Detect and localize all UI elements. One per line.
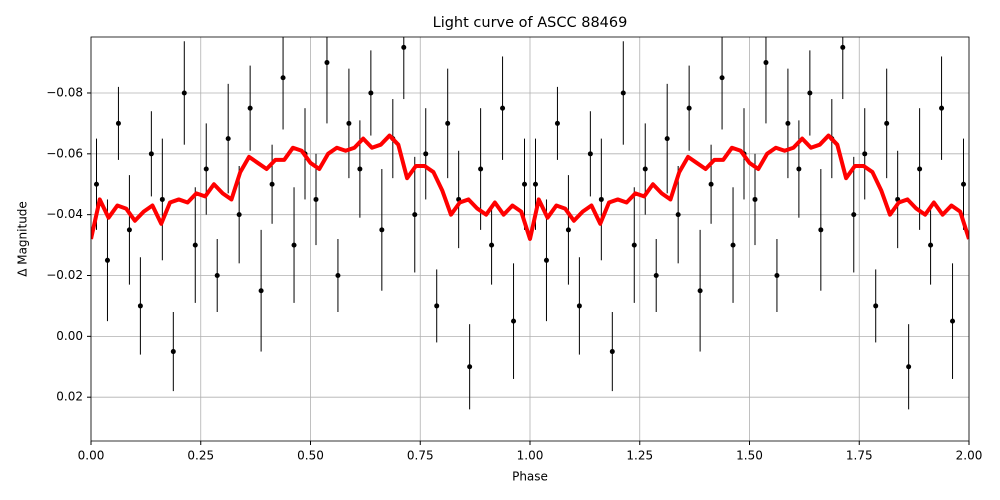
data-point xyxy=(269,181,275,187)
data-point xyxy=(280,75,286,81)
trend-line xyxy=(91,133,969,241)
data-point xyxy=(401,44,407,50)
data-point xyxy=(763,60,769,66)
data-point xyxy=(368,90,374,96)
data-point xyxy=(873,303,879,309)
data-point xyxy=(697,288,703,294)
y-tick-label: −0.02 xyxy=(46,268,83,282)
data-point xyxy=(379,227,385,233)
data-point xyxy=(609,349,615,355)
data-point xyxy=(950,318,956,324)
data-point xyxy=(642,166,648,172)
data-point xyxy=(587,151,593,157)
x-tick-label: 2.00 xyxy=(956,449,983,463)
data-point xyxy=(543,257,549,263)
data-point xyxy=(939,105,945,111)
y-tick-label: −0.08 xyxy=(46,85,83,99)
ticks: 0.00 0.25 0.50 0.75 1.00 1.25 1.50 1.75 2.00 −0.0… xyxy=(46,85,982,462)
x-tick-label: 1.50 xyxy=(736,449,763,463)
data-point xyxy=(818,227,824,233)
data-point xyxy=(653,273,659,279)
data-point xyxy=(906,364,912,370)
data-point xyxy=(686,105,692,111)
data-point xyxy=(884,120,890,126)
data-point xyxy=(137,303,143,309)
data-point xyxy=(357,166,363,172)
data-point xyxy=(478,166,484,172)
y-tick-label: −0.04 xyxy=(46,207,83,221)
data-point xyxy=(511,318,517,324)
data-point xyxy=(565,227,571,233)
x-tick-label: 0.25 xyxy=(187,449,214,463)
data-point xyxy=(928,242,934,248)
data-point xyxy=(851,212,857,218)
data-point xyxy=(917,166,923,172)
data-point xyxy=(796,166,802,172)
data-point xyxy=(412,212,418,218)
data-point xyxy=(203,166,209,172)
x-tick-label: 1.75 xyxy=(846,449,873,463)
data-point xyxy=(214,273,220,279)
data-point xyxy=(93,181,99,187)
data-point xyxy=(576,303,582,309)
data-point xyxy=(258,288,264,294)
data-point xyxy=(730,242,736,248)
data-point xyxy=(170,349,176,355)
y-tick-label: −0.06 xyxy=(46,146,83,160)
data-point xyxy=(324,60,330,66)
data-point xyxy=(532,181,538,187)
data-point xyxy=(862,151,868,157)
data-point xyxy=(148,151,154,157)
y-axis-label: Δ Magnitude xyxy=(16,201,30,277)
data-point xyxy=(434,303,440,309)
plot-area xyxy=(91,37,969,410)
data-point xyxy=(346,120,352,126)
x-tick-label: 0.75 xyxy=(407,449,434,463)
data-point xyxy=(752,196,758,202)
chart-title: Light curve of ASCC 88469 xyxy=(433,15,628,31)
data-point xyxy=(104,257,110,263)
data-point xyxy=(445,120,451,126)
data-point xyxy=(774,273,780,279)
data-point xyxy=(598,196,604,202)
data-point xyxy=(719,75,725,81)
data-point xyxy=(500,105,506,111)
data-point xyxy=(807,90,813,96)
data-point xyxy=(522,181,528,187)
x-tick-label: 0.50 xyxy=(297,449,324,463)
data-point xyxy=(225,136,231,142)
data-point xyxy=(236,212,242,218)
data-point xyxy=(675,212,681,218)
data-point xyxy=(115,120,121,126)
y-tick-label: 0.02 xyxy=(56,390,83,404)
data-point xyxy=(840,44,846,50)
data-point xyxy=(554,120,560,126)
x-axis-label: Phase xyxy=(512,470,548,484)
data-point xyxy=(335,273,341,279)
data-point xyxy=(489,242,495,248)
data-point xyxy=(708,181,714,187)
data-point xyxy=(961,181,967,187)
data-point xyxy=(291,242,297,248)
x-tick-label: 1.00 xyxy=(517,449,544,463)
data-point xyxy=(247,105,253,111)
x-tick-label: 0.00 xyxy=(78,449,105,463)
data-point xyxy=(126,227,132,233)
data-point xyxy=(631,242,637,248)
data-point xyxy=(664,136,670,142)
data-point xyxy=(467,364,473,370)
data-point xyxy=(785,120,791,126)
data-point xyxy=(159,196,165,202)
y-tick-label: 0.00 xyxy=(56,329,83,343)
data-point xyxy=(423,151,429,157)
data-point xyxy=(181,90,187,96)
data-point xyxy=(192,242,198,248)
x-tick-label: 1.25 xyxy=(626,449,653,463)
data-point xyxy=(313,196,319,202)
data-point xyxy=(620,90,626,96)
